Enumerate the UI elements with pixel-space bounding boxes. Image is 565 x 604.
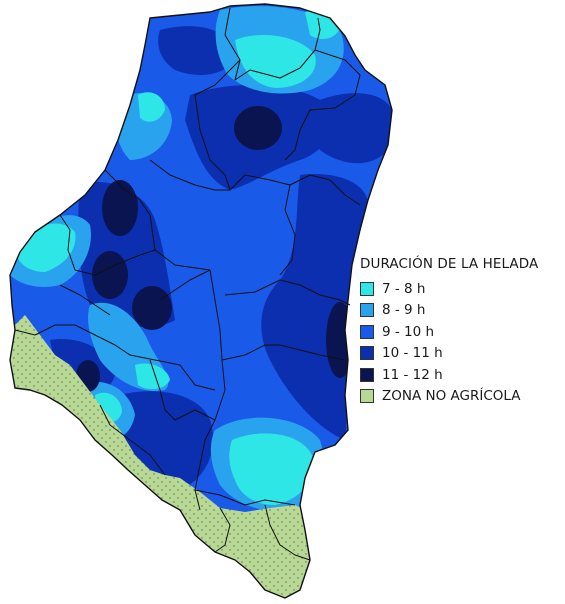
legend-swatch-9-10 [360, 324, 374, 339]
legend-swatch-11-12 [360, 367, 374, 382]
zone-11-12-north [234, 106, 282, 150]
legend-swatch-non-agricultural [360, 389, 374, 404]
legend-label-non-agricultural: ZONA NO AGRÍCOLA [382, 388, 521, 405]
zone-7-8-south [229, 433, 314, 505]
department-boundaries [14, 7, 361, 561]
zone-7-8-north [235, 35, 316, 88]
legend-item-7-8: 7 - 8 h [360, 278, 560, 300]
legend-label-9-10: 9 - 10 h [382, 323, 435, 340]
legend-title: DURACIÓN DE LA HELADA [360, 256, 539, 272]
map-legend: DURACIÓN DE LA HELADA 7 - 8 h 8 - 9 h 9 … [360, 256, 560, 407]
zone-11-12-east [326, 302, 354, 378]
zone-11-12-west-b [92, 251, 128, 299]
legend-item-9-10: 9 - 10 h [360, 321, 560, 343]
zone-10-11-northeast [300, 93, 392, 164]
zone-7-8-northwest [138, 92, 165, 122]
zone-11-12-center-west [132, 286, 172, 330]
legend-swatch-7-8 [360, 281, 374, 296]
legend-label-10-11: 10 - 11 h [382, 345, 443, 362]
zone-11-12-west-a [102, 180, 138, 236]
legend-label-7-8: 7 - 8 h [382, 280, 426, 297]
province-outline [9, 3, 393, 599]
legend-swatch-8-9 [360, 303, 374, 318]
zone-7-8-mid-south [135, 363, 170, 390]
legend-item-10-11: 10 - 11 h [360, 343, 560, 365]
legend-label-8-9: 8 - 9 h [382, 302, 426, 319]
legend-item-non-agricultural: ZONA NO AGRÍCOLA [360, 386, 560, 408]
legend-swatch-10-11 [360, 346, 374, 361]
legend-item-11-12: 11 - 12 h [360, 364, 560, 386]
legend-label-11-12: 11 - 12 h [382, 366, 443, 383]
frost-zones [10, 6, 392, 598]
legend-item-8-9: 8 - 9 h [360, 300, 560, 322]
